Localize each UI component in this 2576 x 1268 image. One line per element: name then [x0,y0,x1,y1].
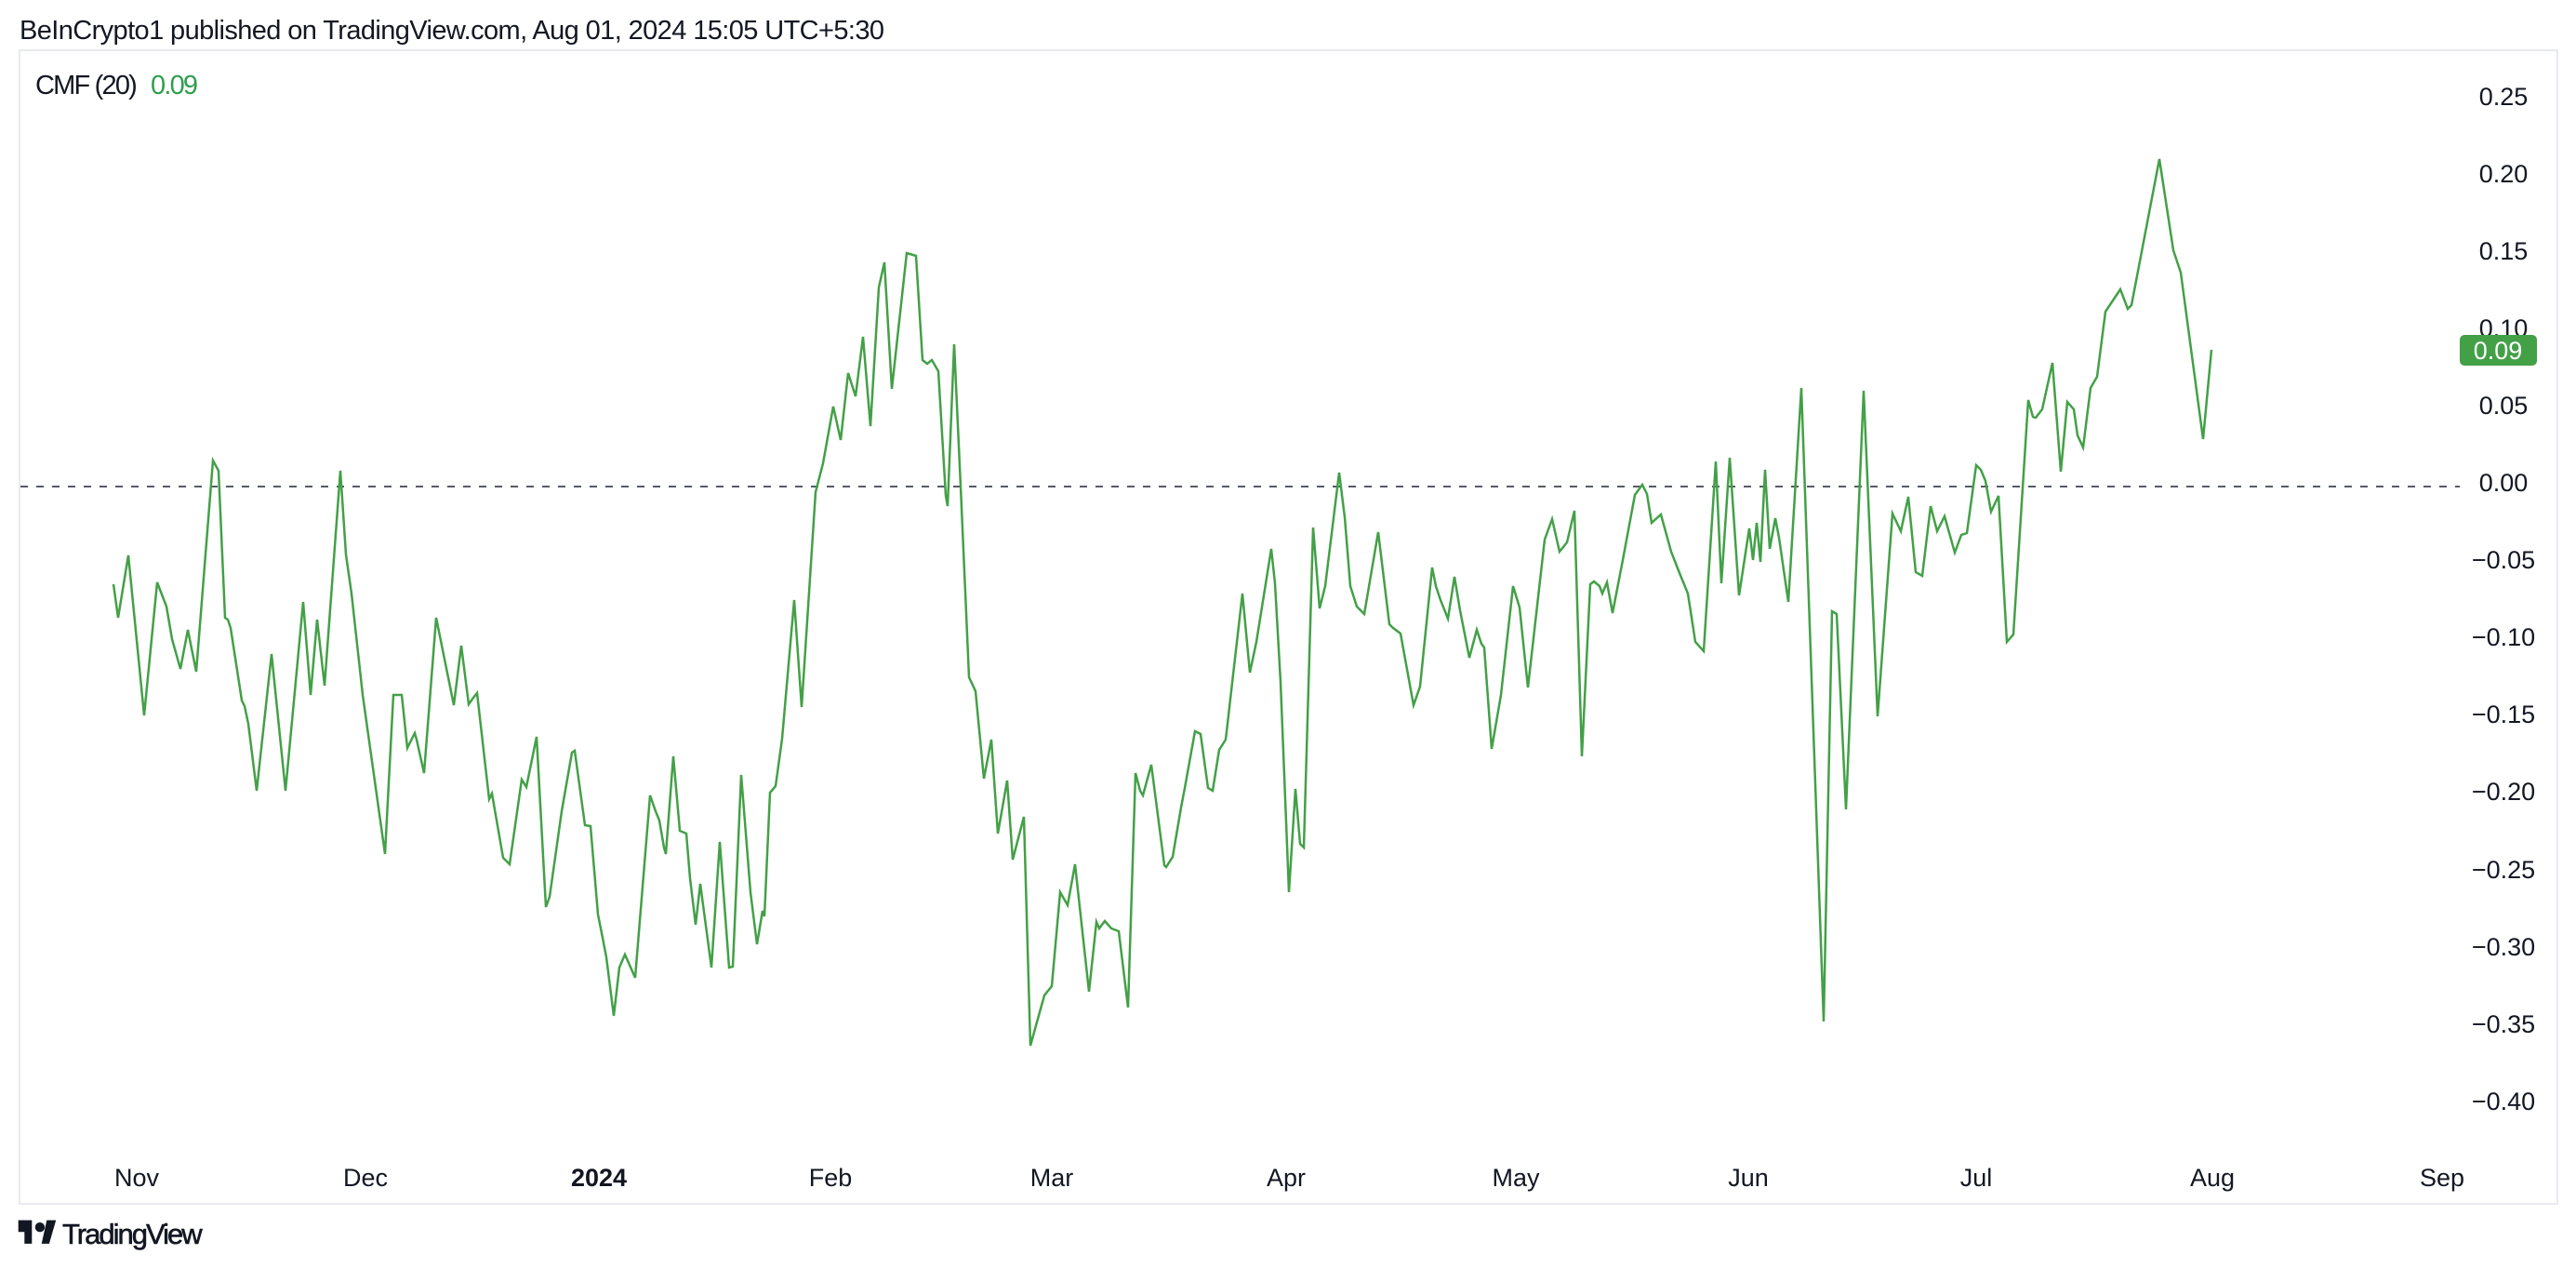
svg-text:Feb: Feb [809,1164,853,1192]
svg-text:BeInCrypto1 published on Tradi: BeInCrypto1 published on TradingView.com… [20,16,883,46]
svg-text:−0.10: −0.10 [2472,623,2535,651]
svg-text:TradingView: TradingView [62,1218,203,1250]
svg-text:−0.30: −0.30 [2472,933,2535,961]
svg-text:Jun: Jun [1728,1164,1769,1192]
svg-text:Dec: Dec [343,1164,388,1192]
svg-text:0.00: 0.00 [2479,469,2529,497]
svg-text:Aug: Aug [2190,1164,2235,1192]
svg-text:0.09: 0.09 [2474,337,2523,365]
svg-text:0.25: 0.25 [2479,83,2529,111]
svg-text:Apr: Apr [1267,1164,1306,1192]
svg-text:0.05: 0.05 [2479,392,2529,420]
svg-text:CMF (20): CMF (20) [35,71,136,100]
svg-text:Jul: Jul [1960,1164,1993,1192]
svg-text:0.15: 0.15 [2479,237,2529,265]
svg-text:Mar: Mar [1030,1164,1074,1192]
svg-text:Sep: Sep [2420,1164,2464,1192]
svg-text:−0.35: −0.35 [2472,1010,2535,1038]
svg-text:−0.05: −0.05 [2472,546,2535,574]
svg-text:May: May [1492,1164,1540,1192]
svg-text:2024: 2024 [571,1164,627,1192]
svg-text:−0.20: −0.20 [2472,778,2535,806]
svg-text:−0.15: −0.15 [2472,701,2535,728]
svg-text:0.20: 0.20 [2479,160,2529,188]
svg-text:Nov: Nov [114,1164,160,1192]
svg-text:−0.25: −0.25 [2472,856,2535,884]
svg-text:−0.40: −0.40 [2472,1088,2535,1115]
svg-text:0.09: 0.09 [151,71,197,100]
